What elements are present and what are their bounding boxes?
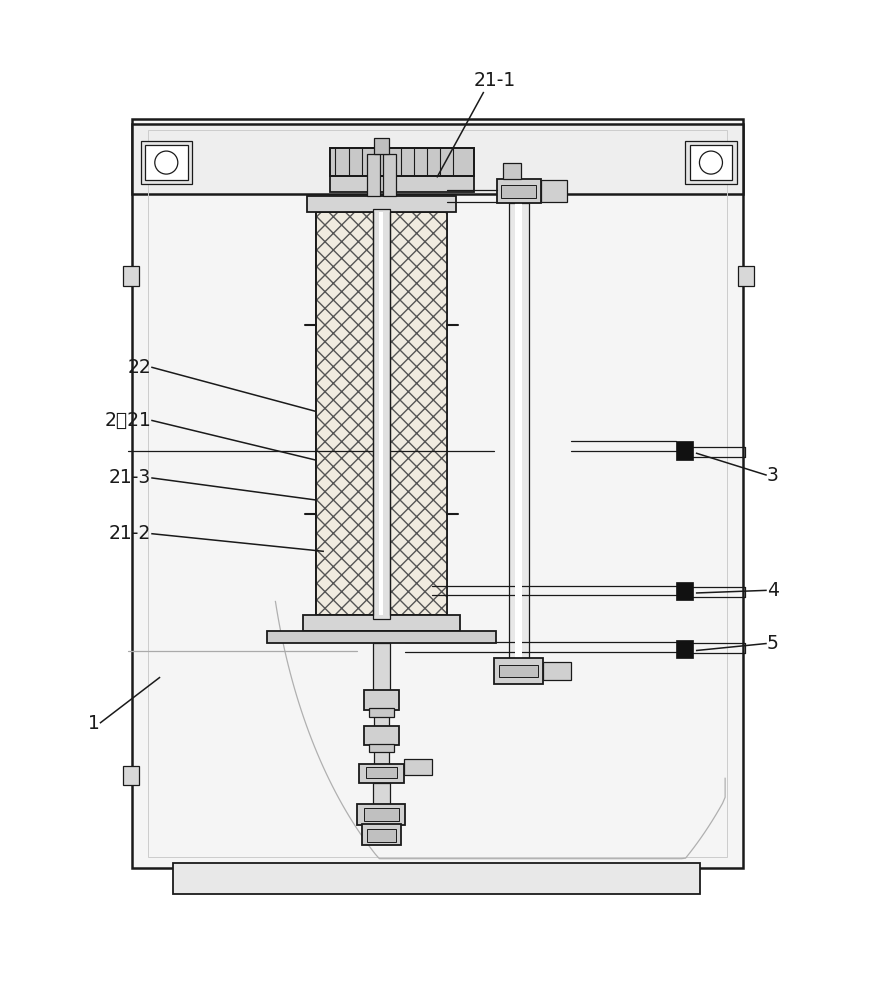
- Bar: [675, 441, 693, 460]
- Text: 2，21: 2，21: [105, 411, 152, 430]
- Bar: [330, 148, 473, 176]
- Text: 21-2: 21-2: [109, 524, 152, 543]
- Bar: [361, 824, 400, 845]
- Bar: [502, 163, 520, 179]
- Text: 21-3: 21-3: [109, 468, 152, 487]
- Bar: [363, 808, 399, 821]
- Bar: [685, 141, 735, 184]
- Bar: [267, 631, 495, 643]
- Bar: [123, 766, 139, 785]
- Text: 4: 4: [766, 581, 778, 600]
- Bar: [689, 145, 731, 180]
- Bar: [372, 783, 390, 805]
- Bar: [675, 640, 693, 658]
- Bar: [141, 141, 191, 184]
- Bar: [307, 196, 455, 212]
- Bar: [363, 690, 399, 710]
- Bar: [369, 708, 393, 717]
- Bar: [173, 863, 700, 894]
- Bar: [499, 665, 538, 677]
- Text: 5: 5: [766, 634, 778, 653]
- Bar: [372, 643, 390, 692]
- Bar: [374, 748, 388, 767]
- Bar: [403, 759, 431, 775]
- Bar: [132, 119, 742, 868]
- Bar: [315, 212, 447, 615]
- Bar: [515, 203, 522, 658]
- Bar: [494, 658, 542, 684]
- Text: 3: 3: [766, 466, 778, 485]
- Bar: [675, 582, 693, 600]
- Bar: [367, 154, 379, 196]
- Bar: [302, 615, 460, 631]
- Bar: [123, 266, 139, 286]
- Text: 1: 1: [88, 714, 100, 733]
- Bar: [737, 266, 753, 286]
- Bar: [367, 829, 395, 842]
- Bar: [365, 767, 397, 778]
- Bar: [374, 715, 388, 728]
- Bar: [359, 764, 403, 783]
- Bar: [145, 145, 187, 180]
- Bar: [378, 212, 383, 615]
- Bar: [132, 124, 742, 194]
- Bar: [356, 804, 405, 825]
- Bar: [501, 185, 536, 198]
- Bar: [374, 138, 388, 154]
- Circle shape: [699, 151, 722, 174]
- Bar: [383, 154, 395, 196]
- Bar: [363, 726, 399, 745]
- Bar: [542, 662, 571, 680]
- Text: 22: 22: [128, 358, 152, 377]
- Bar: [509, 203, 528, 658]
- Bar: [148, 130, 726, 857]
- Bar: [369, 744, 393, 752]
- Bar: [372, 209, 390, 619]
- Bar: [496, 179, 540, 203]
- Bar: [540, 180, 567, 202]
- Circle shape: [155, 151, 177, 174]
- Bar: [315, 212, 447, 615]
- Bar: [330, 176, 473, 192]
- Text: 21-1: 21-1: [473, 71, 516, 90]
- Bar: [330, 148, 473, 176]
- Bar: [315, 212, 447, 615]
